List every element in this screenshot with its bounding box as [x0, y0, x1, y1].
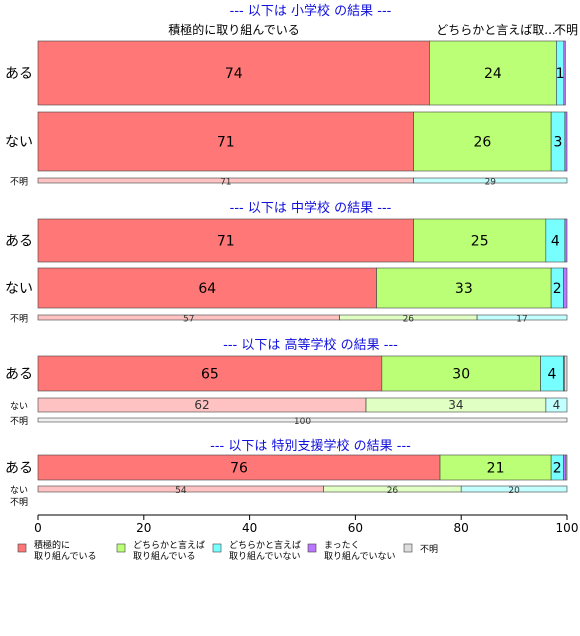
row-label-1-2: ない — [5, 135, 33, 151]
data-label-3-1-3: 4 — [547, 367, 556, 383]
data-label-4-2-1: 54 — [175, 486, 187, 496]
bar-segment-4-1-1 — [37, 454, 441, 481]
x-tick-label-3: 40 — [242, 521, 257, 535]
bar-segment-2-2-1 — [37, 267, 377, 309]
data-label-2-3-2: 26 — [403, 315, 415, 325]
column-header-1: 積極的に取り組んでいる — [168, 22, 299, 37]
row-label-3-1: ある — [5, 367, 33, 383]
data-label-3-1-1: 65 — [201, 367, 219, 383]
data-label-2-3-1: 57 — [183, 315, 194, 325]
row-label-1-3: 不明 — [10, 177, 28, 188]
column-header-2: どちらかと言えば取... — [436, 23, 555, 37]
bar-segment-2-2-4 — [562, 267, 568, 309]
data-label-4-1-3: 2 — [553, 461, 562, 477]
bar-segment-2-3-3 — [476, 314, 568, 321]
legend-label-5: 不明 — [420, 544, 438, 555]
data-label-3-2-1: 62 — [194, 398, 209, 412]
row-label-2-1: ある — [5, 234, 33, 250]
data-label-3-3-5: 100 — [294, 417, 311, 427]
row-label-2-2: ない — [5, 281, 33, 297]
bar-segment-1-1-4 — [563, 40, 566, 106]
bar-segment-1-2-2 — [413, 111, 552, 172]
bar-segment-3-3-5 — [37, 417, 568, 423]
bar-segment-1-2-4 — [564, 111, 568, 172]
panel-title-3: --- 以下は 高等学校 の結果 --- — [223, 337, 398, 353]
data-label-2-2-1: 64 — [198, 281, 216, 297]
legend-label-3: どちらかと言えば取り組んでいない — [229, 539, 301, 562]
bar-segment-2-1-2 — [413, 218, 547, 263]
legend-label-4: まったく取り組んでいない — [324, 540, 396, 562]
bar-segment-4-2-3 — [460, 485, 568, 493]
bar-segment-1-1-2 — [429, 40, 557, 106]
row-label-3-3: 不明 — [10, 416, 28, 427]
data-label-2-2-2: 33 — [455, 281, 473, 297]
bar-segment-2-1-4 — [564, 218, 568, 263]
bar-segment-3-1-1 — [37, 355, 383, 392]
data-label-3-1-2: 30 — [452, 367, 470, 383]
panel-title-4: --- 以下は 特別支援学校 の結果 --- — [210, 438, 411, 454]
x-tick-label-6: 100 — [556, 521, 579, 535]
bar-segment-4-1-5 — [565, 454, 568, 481]
data-label-1-2-1: 71 — [217, 135, 235, 151]
x-tick-label-5: 80 — [454, 521, 469, 535]
data-label-2-1-1: 71 — [217, 234, 235, 250]
data-label-4-2-2: 26 — [387, 486, 399, 496]
row-label-3-2: ない — [10, 401, 28, 412]
bar-segment-3-1-2 — [381, 355, 541, 392]
data-label-2-2-3: 2 — [553, 281, 562, 297]
legend-label-1: 積極的に取り組んでいる — [34, 539, 97, 562]
column-header-3: 不明 — [554, 23, 578, 37]
data-label-1-3-1: 71 — [220, 178, 231, 188]
data-label-2-1-2: 25 — [471, 234, 489, 250]
bar-segment-1-1-1 — [37, 40, 430, 106]
data-label-1-2-2: 26 — [473, 135, 491, 151]
data-label-4-1-2: 21 — [487, 461, 505, 477]
x-tick-label-4: 60 — [348, 521, 363, 535]
row-label-4-1: ある — [5, 461, 33, 477]
bar-segment-3-1-5 — [564, 355, 568, 392]
data-label-4-1-1: 76 — [230, 461, 248, 477]
bar-segment-1-3-3 — [413, 177, 568, 184]
bar-segment-4-1-4 — [562, 454, 567, 481]
row-label-4-2: ない — [10, 485, 28, 496]
row-label-1-1: ある — [5, 66, 33, 82]
data-label-1-3-3: 29 — [485, 178, 497, 188]
data-label-2-1-3: 4 — [551, 234, 560, 250]
legend-swatch-1 — [17, 543, 27, 553]
data-label-1-2-3: 3 — [554, 135, 563, 151]
bar-segment-4-1-2 — [439, 454, 552, 481]
legend-swatch-4 — [307, 543, 317, 553]
legend-swatch-3 — [212, 543, 222, 553]
bar-segment-3-2-3 — [545, 397, 568, 413]
data-label-1-1-3: 1 — [556, 66, 565, 82]
x-tick-label-1: 0 — [34, 521, 42, 535]
row-label-4-3: 不明 — [10, 497, 28, 508]
data-label-3-2-3: 4 — [553, 398, 561, 412]
data-label-2-3-3: 17 — [516, 315, 527, 325]
panel-title-2: --- 以下は 中学校 の結果 --- — [230, 200, 392, 216]
panel-title-1: --- 以下は 小学校 の結果 --- — [230, 3, 392, 19]
data-label-3-2-2: 34 — [448, 398, 463, 412]
legend-swatch-5 — [403, 543, 413, 553]
legend-label-2: どちらかと言えば取り組んでいる — [133, 539, 205, 562]
row-label-2-3: 不明 — [10, 314, 28, 325]
x-tick-label-2: 20 — [136, 521, 151, 535]
data-label-1-1-2: 24 — [484, 66, 502, 82]
legend-swatch-2 — [116, 543, 126, 553]
data-label-4-2-3: 20 — [508, 486, 520, 496]
data-label-1-1-1: 74 — [225, 66, 243, 82]
